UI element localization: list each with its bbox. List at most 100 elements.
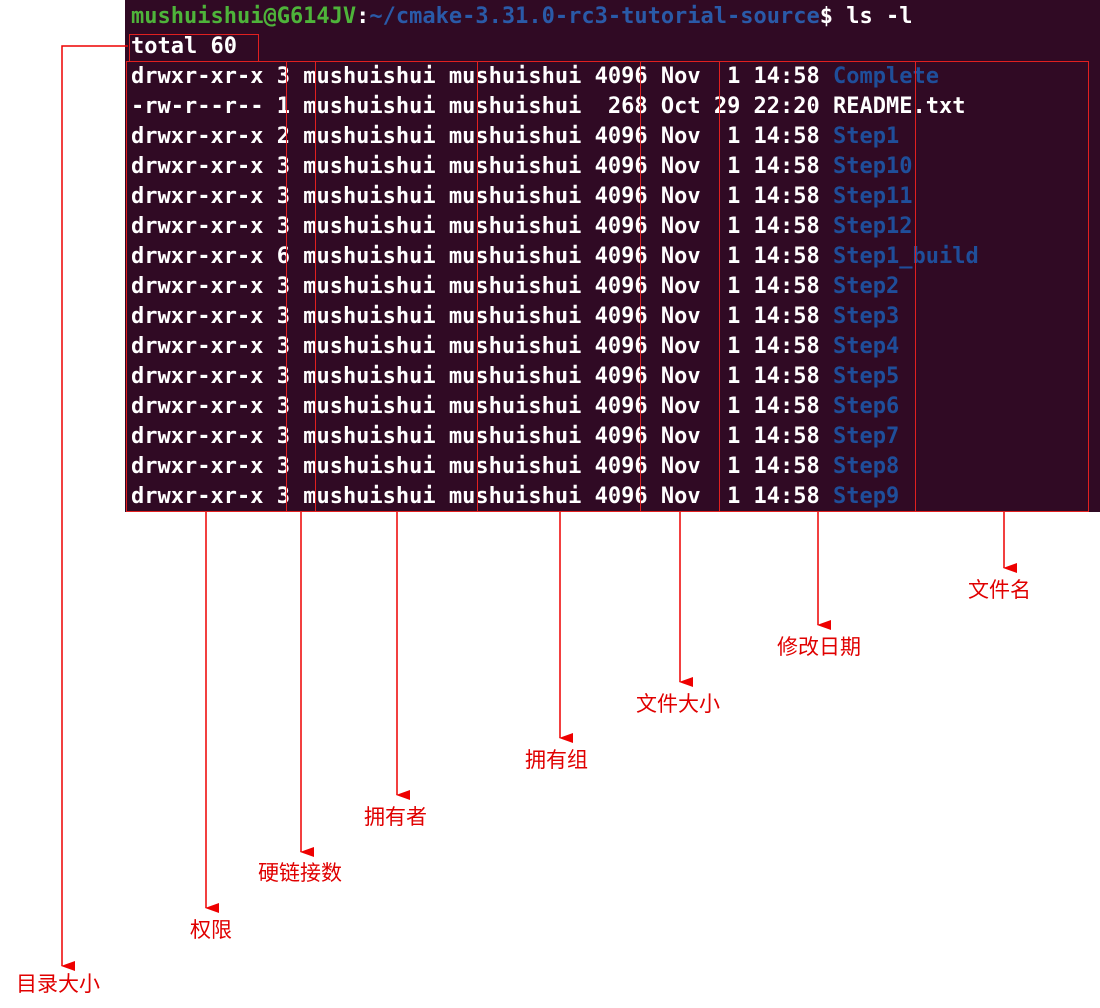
- row-file-name: Complete: [833, 64, 940, 89]
- row-owner: mushuishui: [303, 484, 436, 509]
- prompt-separator: :: [356, 4, 370, 29]
- group-label: 拥有组: [525, 748, 588, 772]
- prompt-path: ~/cmake-3.31.0-rc3-tutorial-source: [369, 4, 820, 29]
- row-modified-date: Nov 1 14:58: [660, 394, 820, 419]
- row-modified-date: Nov 1 14:58: [660, 124, 820, 149]
- row-file-name: Step2: [833, 274, 900, 299]
- row-file-name: Step1_build: [833, 244, 979, 269]
- row-group: mushuishui: [448, 304, 582, 329]
- row-permissions: drwxr-xr-x: [131, 184, 264, 209]
- row-group: mushuishui: [448, 364, 582, 389]
- row-file-name: Step3: [833, 304, 900, 329]
- listing-row: drwxr-xr-x 3 mushuishui mushuishui 4096 …: [131, 452, 899, 482]
- row-group: mushuishui: [448, 64, 582, 89]
- date-label: 修改日期: [777, 635, 861, 659]
- row-modified-date: Nov 1 14:58: [660, 154, 820, 179]
- row-permissions: drwxr-xr-x: [131, 154, 264, 179]
- row-modified-date: Nov 1 14:58: [660, 304, 820, 329]
- listing-row: drwxr-xr-x 3 mushuishui mushuishui 4096 …: [131, 182, 913, 212]
- listing-row: drwxr-xr-x 3 mushuishui mushuishui 4096 …: [131, 62, 939, 92]
- row-size: 4096: [594, 304, 648, 329]
- row-size: 4096: [594, 274, 648, 299]
- row-modified-date: Nov 1 14:58: [660, 484, 820, 509]
- terminal-window[interactable]: mushuishui@G614JV:~/cmake-3.31.0-rc3-tut…: [125, 0, 1100, 512]
- row-group: mushuishui: [448, 484, 582, 509]
- listing-row: -rw-r--r-- 1 mushuishui mushuishui 268 O…: [131, 92, 966, 122]
- prompt-user: mushuishui@G614JV: [131, 4, 357, 29]
- row-group: mushuishui: [448, 214, 582, 239]
- row-size: 4096: [594, 424, 648, 449]
- row-size: 4096: [594, 484, 648, 509]
- row-permissions: drwxr-xr-x: [131, 484, 264, 509]
- command-text: ls -l: [846, 4, 913, 29]
- row-owner: mushuishui: [303, 274, 436, 299]
- listing-row: drwxr-xr-x 3 mushuishui mushuishui 4096 …: [131, 212, 913, 242]
- total-label: 目录大小: [16, 972, 100, 996]
- row-permissions: drwxr-xr-x: [131, 334, 264, 359]
- row-owner: mushuishui: [303, 424, 436, 449]
- row-permissions: drwxr-xr-x: [131, 394, 264, 419]
- row-modified-date: Nov 1 14:58: [660, 454, 820, 479]
- owner-label: 拥有者: [364, 805, 427, 829]
- total-arrow: [61, 45, 128, 971]
- listing-row: drwxr-xr-x 3 mushuishui mushuishui 4096 …: [131, 392, 899, 422]
- size-label: 文件大小: [636, 692, 720, 716]
- row-size: 4096: [594, 454, 648, 479]
- row-file-name: README.txt: [833, 94, 966, 119]
- row-group: mushuishui: [448, 394, 582, 419]
- row-group: mushuishui: [448, 94, 582, 119]
- row-owner: mushuishui: [303, 394, 436, 419]
- listing-row: drwxr-xr-x 3 mushuishui mushuishui 4096 …: [131, 482, 899, 512]
- prompt-symbol: $: [819, 4, 847, 29]
- row-permissions: drwxr-xr-x: [131, 304, 264, 329]
- row-permissions: drwxr-xr-x: [131, 364, 264, 389]
- row-file-name: Step8: [833, 454, 900, 479]
- row-group: mushuishui: [448, 124, 582, 149]
- row-permissions: drwxr-xr-x: [131, 214, 264, 239]
- row-size: 4096: [594, 124, 648, 149]
- row-file-name: Step1: [833, 124, 900, 149]
- row-modified-date: Oct 29 22:20: [660, 94, 820, 119]
- row-owner: mushuishui: [303, 64, 436, 89]
- listing-row: drwxr-xr-x 3 mushuishui mushuishui 4096 …: [131, 302, 899, 332]
- row-size: 4096: [594, 64, 648, 89]
- row-modified-date: Nov 1 14:58: [660, 244, 820, 269]
- listing-row: drwxr-xr-x 6 mushuishui mushuishui 4096 …: [131, 242, 979, 272]
- row-file-name: Step6: [833, 394, 900, 419]
- name-column-box: [915, 61, 1089, 512]
- total-line: total 60: [131, 34, 237, 59]
- row-file-name: Step9: [833, 484, 900, 509]
- row-file-name: Step10: [833, 154, 913, 179]
- row-permissions: -rw-r--r--: [131, 94, 264, 119]
- row-group: mushuishui: [448, 244, 582, 269]
- row-size: 4096: [594, 154, 648, 179]
- row-owner: mushuishui: [303, 154, 436, 179]
- row-group: mushuishui: [448, 424, 582, 449]
- row-owner: mushuishui: [303, 334, 436, 359]
- row-size: 4096: [594, 394, 648, 419]
- prompt-line: mushuishui@G614JV:~/cmake-3.31.0-rc3-tut…: [131, 2, 913, 32]
- row-owner: mushuishui: [303, 214, 436, 239]
- row-size: 4096: [594, 184, 648, 209]
- row-modified-date: Nov 1 14:58: [660, 214, 820, 239]
- row-permissions: drwxr-xr-x: [131, 124, 264, 149]
- row-group: mushuishui: [448, 334, 582, 359]
- row-file-name: Step7: [833, 424, 900, 449]
- row-owner: mushuishui: [303, 304, 436, 329]
- row-permissions: drwxr-xr-x: [131, 64, 264, 89]
- row-size: 4096: [594, 214, 648, 239]
- row-size: 4096: [594, 244, 648, 269]
- column-highlight-boxes: [125, 0, 1100, 512]
- row-owner: mushuishui: [303, 364, 436, 389]
- row-permissions: drwxr-xr-x: [131, 454, 264, 479]
- row-owner: mushuishui: [303, 184, 436, 209]
- listing-row: drwxr-xr-x 3 mushuishui mushuishui 4096 …: [131, 332, 899, 362]
- row-modified-date: Nov 1 14:58: [660, 184, 820, 209]
- row-size: 4096: [594, 334, 648, 359]
- row-owner: mushuishui: [303, 244, 436, 269]
- row-modified-date: Nov 1 14:58: [660, 364, 820, 389]
- listing-row: drwxr-xr-x 2 mushuishui mushuishui 4096 …: [131, 122, 899, 152]
- row-owner: mushuishui: [303, 124, 436, 149]
- row-size: 4096: [594, 364, 648, 389]
